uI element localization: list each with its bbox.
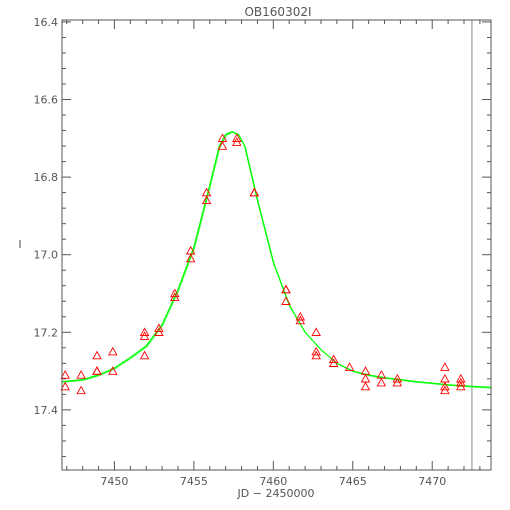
data-point [360,381,371,391]
data-point [295,311,306,321]
data-point [60,381,70,391]
model-fit-curve [61,131,492,388]
data-point [392,373,403,383]
y-tick-label: 17.4 [34,404,59,417]
data-point [60,370,70,379]
y-tick-label: 17.2 [34,326,59,339]
y-axis-ticks: 16.4 16.6 16.8 17.0 17.2 17.4 [34,16,491,457]
data-point [281,296,291,305]
data-point [108,366,118,375]
x-tick-label: 7450 [100,475,128,488]
data-point [76,385,86,395]
data-point [456,381,466,391]
x-axis-label: JD − 2450000 [237,487,315,500]
data-point [185,253,196,263]
y-tick-label: 16.8 [34,171,59,184]
x-tick-label: 7470 [418,475,446,488]
data-point [249,187,260,197]
data-point [440,373,450,383]
data-point [440,362,450,371]
data-point [170,292,180,302]
data-point [92,350,102,360]
data-point [392,377,403,387]
data-point [311,346,321,356]
data-point [440,385,450,395]
data-point [139,327,150,336]
data-point [232,133,242,142]
data-point [76,370,86,379]
chart-title: OB160302I [244,5,311,19]
x-axis-ticks: 7450 7455 7460 7465 7470 [66,20,481,488]
data-point [139,350,150,360]
x-tick-label: 7460 [259,475,287,488]
y-tick-label: 16.4 [34,16,59,29]
data-point [295,315,306,325]
data-point [92,366,102,375]
data-point [170,288,180,298]
x-tick-label: 7455 [180,475,208,488]
y-tick-label: 17.0 [34,249,59,262]
y-axis-label: I [18,238,21,251]
series-layer [60,20,492,470]
plot-frame [61,19,492,471]
data-point [92,366,102,375]
model-fit-curve-alt [62,132,492,389]
data-point [311,327,321,336]
data-point [328,358,339,367]
data-point [376,377,387,387]
data-point [232,137,242,146]
data-point [328,354,339,364]
y-tick-label: 16.6 [34,94,59,107]
data-point [440,381,450,391]
x-tick-label: 7465 [339,475,367,488]
data-point [108,346,118,356]
data-point [201,195,212,205]
data-point [154,323,164,333]
data-point [344,362,355,371]
data-point [311,350,321,360]
data-point [217,141,228,150]
data-point [456,377,466,387]
data-point [281,284,291,294]
